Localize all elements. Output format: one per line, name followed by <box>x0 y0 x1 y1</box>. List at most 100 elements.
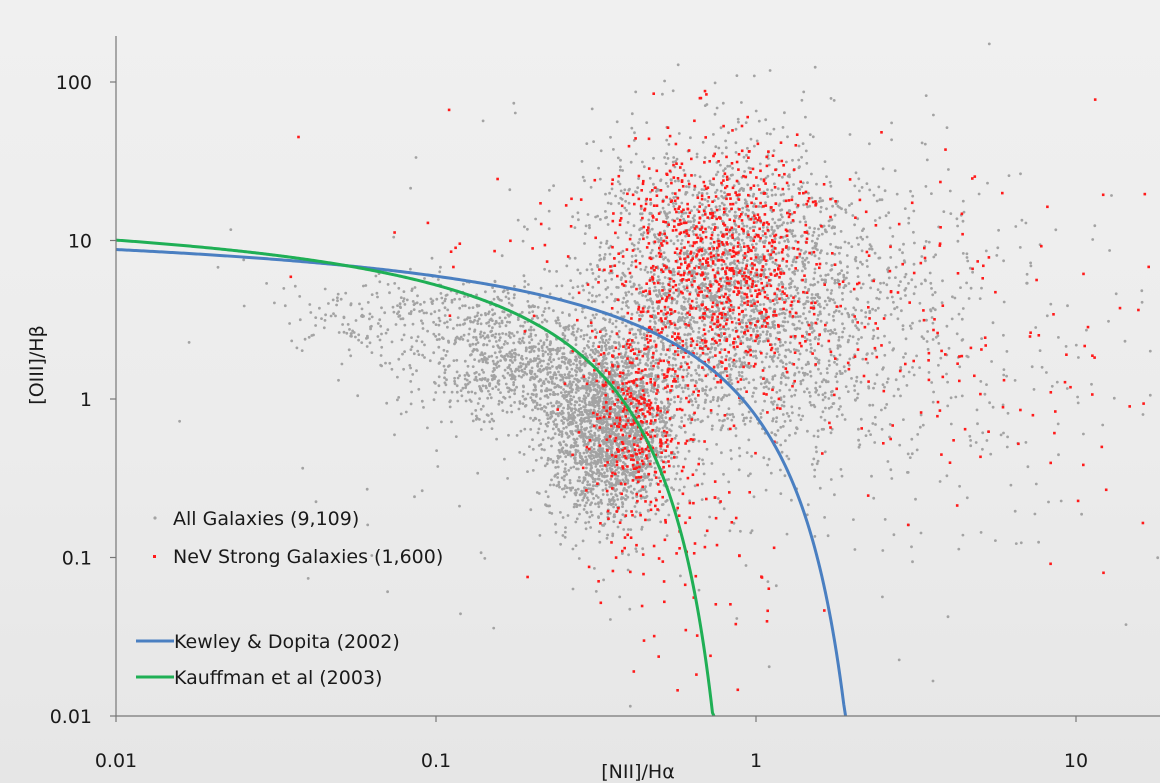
all-galaxy-point <box>779 344 782 348</box>
all-galaxy-point <box>592 438 596 442</box>
all-galaxy-point <box>626 468 629 472</box>
all-galaxy-point <box>945 474 949 478</box>
all-galaxy-point <box>500 354 503 358</box>
all-galaxy-point <box>309 311 313 314</box>
all-galaxy-point <box>495 366 499 369</box>
all-galaxy-point <box>778 340 782 344</box>
all-galaxy-point <box>684 307 687 311</box>
all-galaxy-point <box>618 168 622 172</box>
all-galaxy-point <box>767 457 771 461</box>
all-galaxy-point <box>661 426 665 430</box>
all-galaxy-point <box>546 352 550 356</box>
all-galaxy-point <box>680 306 684 310</box>
all-galaxy-point <box>588 483 592 487</box>
all-galaxy-point <box>599 241 603 245</box>
all-galaxy-point <box>811 246 815 250</box>
all-galaxy-point <box>491 319 494 322</box>
all-galaxy-point <box>693 418 697 422</box>
all-galaxy-point <box>598 452 602 456</box>
all-galaxy-point <box>789 277 792 281</box>
all-galaxy-point <box>597 530 601 533</box>
all-galaxy-point <box>242 304 246 308</box>
all-galaxy-point <box>592 384 595 388</box>
all-galaxy-point <box>723 319 726 322</box>
all-galaxy-point <box>619 407 622 411</box>
all-galaxy-point <box>640 336 644 340</box>
all-galaxy-point <box>639 455 643 459</box>
all-galaxy-point <box>439 265 442 269</box>
all-galaxy-point <box>362 284 365 288</box>
all-galaxy-point <box>562 478 566 482</box>
all-galaxy-point <box>678 383 682 387</box>
all-galaxy-point <box>420 340 424 344</box>
all-galaxy-point <box>584 408 588 412</box>
all-galaxy-point <box>706 199 710 203</box>
all-galaxy-point <box>553 371 557 374</box>
all-galaxy-point <box>570 367 574 371</box>
all-galaxy-point <box>738 374 741 377</box>
all-galaxy-point <box>484 290 487 294</box>
all-galaxy-point <box>677 289 681 292</box>
all-galaxy-point <box>720 194 724 198</box>
all-galaxy-point <box>552 404 556 408</box>
all-galaxy-point <box>605 456 609 459</box>
all-galaxy-point <box>565 357 568 360</box>
all-galaxy-point <box>709 411 713 415</box>
all-galaxy-point <box>458 297 461 301</box>
all-galaxy-point <box>504 332 508 336</box>
all-galaxy-point <box>584 403 588 407</box>
all-galaxy-point <box>444 383 448 387</box>
all-galaxy-point <box>513 392 516 396</box>
all-galaxy-point <box>552 420 555 423</box>
all-galaxy-point <box>796 315 800 318</box>
all-galaxy-point <box>661 232 664 236</box>
all-galaxy-point <box>715 173 718 177</box>
all-galaxy-point <box>467 332 471 336</box>
all-galaxy-point <box>663 276 667 279</box>
all-galaxy-point <box>671 89 675 93</box>
all-galaxy-point <box>605 433 608 437</box>
all-galaxy-point <box>571 418 575 422</box>
all-galaxy-point <box>759 382 763 386</box>
all-galaxy-point <box>560 435 564 438</box>
all-galaxy-point <box>621 505 624 508</box>
all-galaxy-point <box>486 414 490 417</box>
all-galaxy-point <box>562 352 566 355</box>
all-galaxy-point <box>614 325 618 329</box>
all-galaxy-point <box>583 386 587 390</box>
all-galaxy-point <box>376 322 380 325</box>
all-galaxy-point <box>288 322 291 325</box>
all-galaxy-point <box>884 214 888 218</box>
all-galaxy-point <box>665 212 669 216</box>
all-galaxy-point <box>490 427 494 430</box>
all-galaxy-point <box>605 479 609 483</box>
all-galaxy-point <box>659 352 663 356</box>
all-galaxy-point <box>702 368 706 372</box>
all-galaxy-point <box>428 359 432 363</box>
all-galaxy-point <box>615 494 619 498</box>
all-galaxy-point <box>522 453 526 456</box>
all-galaxy-point <box>411 373 415 376</box>
all-galaxy-point <box>655 358 658 362</box>
all-galaxy-point <box>615 120 619 124</box>
all-galaxy-point <box>617 432 620 436</box>
all-galaxy-point <box>444 368 447 372</box>
all-galaxy-point <box>802 90 806 94</box>
all-galaxy-point <box>817 227 820 231</box>
all-galaxy-point <box>719 126 723 130</box>
all-galaxy-point <box>753 280 757 283</box>
all-galaxy-point <box>574 391 578 394</box>
all-galaxy-point <box>509 336 512 339</box>
all-galaxy-point <box>596 496 600 499</box>
all-galaxy-point <box>796 269 799 272</box>
all-galaxy-point <box>859 286 863 290</box>
all-galaxy-point <box>536 431 540 435</box>
all-galaxy-point <box>590 268 594 271</box>
all-galaxy-point <box>666 258 670 262</box>
all-galaxy-point <box>552 358 556 362</box>
all-galaxy-point <box>532 349 536 353</box>
all-galaxy-point <box>574 461 578 465</box>
all-galaxy-point <box>621 478 625 482</box>
all-galaxy-point <box>570 486 574 490</box>
all-galaxy-point <box>622 296 626 300</box>
